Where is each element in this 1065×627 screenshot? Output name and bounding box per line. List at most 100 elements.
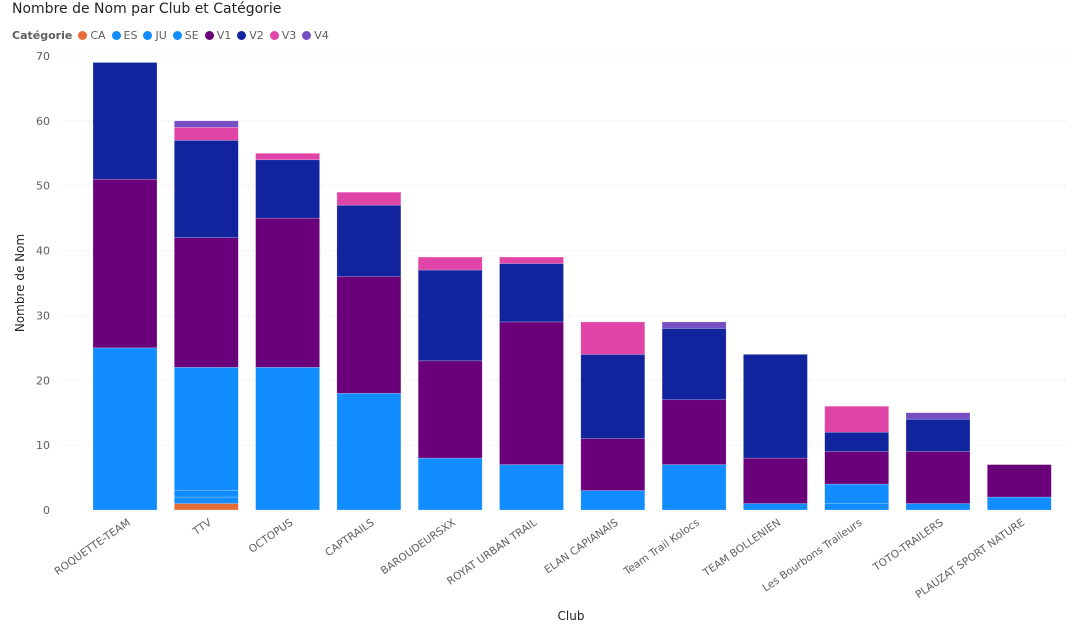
bar-segment-v2[interactable] <box>743 354 808 459</box>
bar-segment-se[interactable] <box>255 367 320 511</box>
legend-item-es[interactable]: ES <box>111 28 138 42</box>
legend-item-ju[interactable]: JU <box>143 28 167 42</box>
bar-segment-v2[interactable] <box>905 418 971 452</box>
bar-segment-v1[interactable] <box>743 457 808 504</box>
bar-segment-ca[interactable] <box>174 503 239 511</box>
bar-segment-se[interactable] <box>580 490 646 511</box>
bar-segment-se[interactable] <box>417 457 483 511</box>
legend-dot-icon <box>204 30 214 40</box>
x-tick-label: TTV <box>190 516 215 538</box>
y-tick-label: 20 <box>36 374 50 387</box>
legend-item-v3[interactable]: V3 <box>269 28 297 42</box>
legend-label: CA <box>90 28 106 42</box>
bar-segment-se[interactable] <box>743 503 808 511</box>
bar-segment-v1[interactable] <box>255 217 320 368</box>
bar-segment-se[interactable] <box>92 347 158 511</box>
bar-segment-v1[interactable] <box>661 399 727 465</box>
bar-segment-v2[interactable] <box>580 354 646 439</box>
x-tick-label: CAPTRAILS <box>323 516 377 559</box>
legend-label: JU <box>155 28 167 42</box>
legend-dot-icon <box>143 30 153 40</box>
bar-segment-v1[interactable] <box>174 237 239 368</box>
chart-title: Nombre de Nom par Club et Catégorie <box>12 1 282 17</box>
y-tick-label: 30 <box>36 309 50 322</box>
bar-segment-v3[interactable] <box>824 405 890 433</box>
bars <box>92 62 1052 511</box>
bar-segment-v1[interactable] <box>824 451 890 485</box>
bar-segment-v3[interactable] <box>174 127 239 141</box>
legend-label: SE <box>184 28 199 42</box>
bar-segment-v2[interactable] <box>824 431 890 452</box>
bar-segment-se[interactable] <box>336 392 402 511</box>
legend-item-v2[interactable]: V2 <box>237 29 264 42</box>
legend-item-v4[interactable]: V4 <box>302 29 329 42</box>
legend-label: V3 <box>281 28 297 42</box>
x-tick-label: BAROUDEURSXX <box>379 517 458 578</box>
legend-title: Catégorie <box>12 28 73 42</box>
bar-segment-se[interactable] <box>661 464 727 511</box>
legend-label: V2 <box>249 28 264 42</box>
x-tick-label: Team Trail Kolocs <box>621 517 702 579</box>
bar-segment-v1[interactable] <box>986 464 1052 498</box>
legend-dot-icon <box>237 30 247 40</box>
bar-segment-v1[interactable] <box>499 321 564 465</box>
y-tick-label: 0 <box>43 504 50 517</box>
legend-label: V4 <box>314 28 329 42</box>
x-tick-label: ELAN CAPIANAIS <box>542 516 620 576</box>
bar-segment-se[interactable] <box>499 464 564 511</box>
bar-segment-v2[interactable] <box>417 269 483 362</box>
legend-label: ES <box>123 28 138 42</box>
y-axis-label: Nombre de Nom <box>13 234 27 332</box>
bar-segment-v3[interactable] <box>417 256 483 271</box>
bar-segment-se[interactable] <box>824 483 890 504</box>
y-tick-label: 70 <box>36 50 50 63</box>
x-tick-label: TOTO-TRAILERS <box>870 516 946 574</box>
bar-segment-v1[interactable] <box>92 178 158 349</box>
bar-segment-v4[interactable] <box>174 120 239 128</box>
bar-segment-v4[interactable] <box>905 412 971 420</box>
bar-segment-v2[interactable] <box>174 140 239 238</box>
bar-segment-v2[interactable] <box>661 328 727 401</box>
bar-segment-v3[interactable] <box>580 321 646 355</box>
bar-segment-v1[interactable] <box>417 360 483 459</box>
x-axis-ticks: ROQUETTE-TEAM TTV OCTOPUS CAPTRAILS BAROUDEU… <box>52 516 1027 601</box>
x-tick-label: OCTOPUS <box>247 516 296 555</box>
legend-dot-icon <box>302 30 312 40</box>
x-tick-label: ROQUETTE-TEAM <box>52 517 132 578</box>
bar-segment-v2[interactable] <box>336 204 402 277</box>
legend-dot-icon <box>172 30 182 40</box>
y-tick-label: 10 <box>36 439 50 452</box>
legend-dot-icon <box>78 30 88 40</box>
legend-label: V1 <box>216 28 232 42</box>
x-tick-label: ROYAT URBAN TRAIL <box>445 517 539 588</box>
y-tick-label: 40 <box>36 245 50 258</box>
bar-segment-ju[interactable] <box>174 490 239 498</box>
bar-segment-v2[interactable] <box>499 263 564 323</box>
bar-segment-v3[interactable] <box>336 191 402 206</box>
bar-segment-se[interactable] <box>174 367 239 491</box>
bar-segment-es[interactable] <box>174 496 239 504</box>
legend-item-se[interactable]: SE <box>172 28 199 42</box>
bar-segment-v3[interactable] <box>499 256 564 264</box>
bar-segment-v1[interactable] <box>580 438 646 491</box>
y-tick-label: 60 <box>36 115 50 128</box>
bar-segment-se[interactable] <box>986 496 1052 511</box>
bar-segment-v2[interactable] <box>92 62 158 180</box>
x-axis-label: Club <box>558 609 585 623</box>
legend-item-ca[interactable]: CA <box>78 28 106 42</box>
legend-dot-icon <box>269 30 279 40</box>
y-axis-ticks: 0 10 20 30 40 50 60 70 <box>36 50 50 517</box>
bar-segment-v3[interactable] <box>255 152 320 161</box>
bar-segment-v1[interactable] <box>905 451 971 504</box>
legend-dot-icon <box>111 30 121 40</box>
legend: Catégorie CA ES JU SE V1 V2 V3 V4 <box>12 27 335 43</box>
bar-segment-es[interactable] <box>824 503 890 511</box>
bar-segment-v1[interactable] <box>336 276 402 394</box>
bar-segment-v4[interactable] <box>661 321 727 329</box>
bar-segment-se[interactable] <box>905 503 971 511</box>
bar-segment-v2[interactable] <box>255 159 320 219</box>
y-tick-label: 50 <box>36 180 50 193</box>
legend-item-v1[interactable]: V1 <box>204 28 232 42</box>
x-tick-label: TEAM BOLLENIEN <box>700 517 783 580</box>
